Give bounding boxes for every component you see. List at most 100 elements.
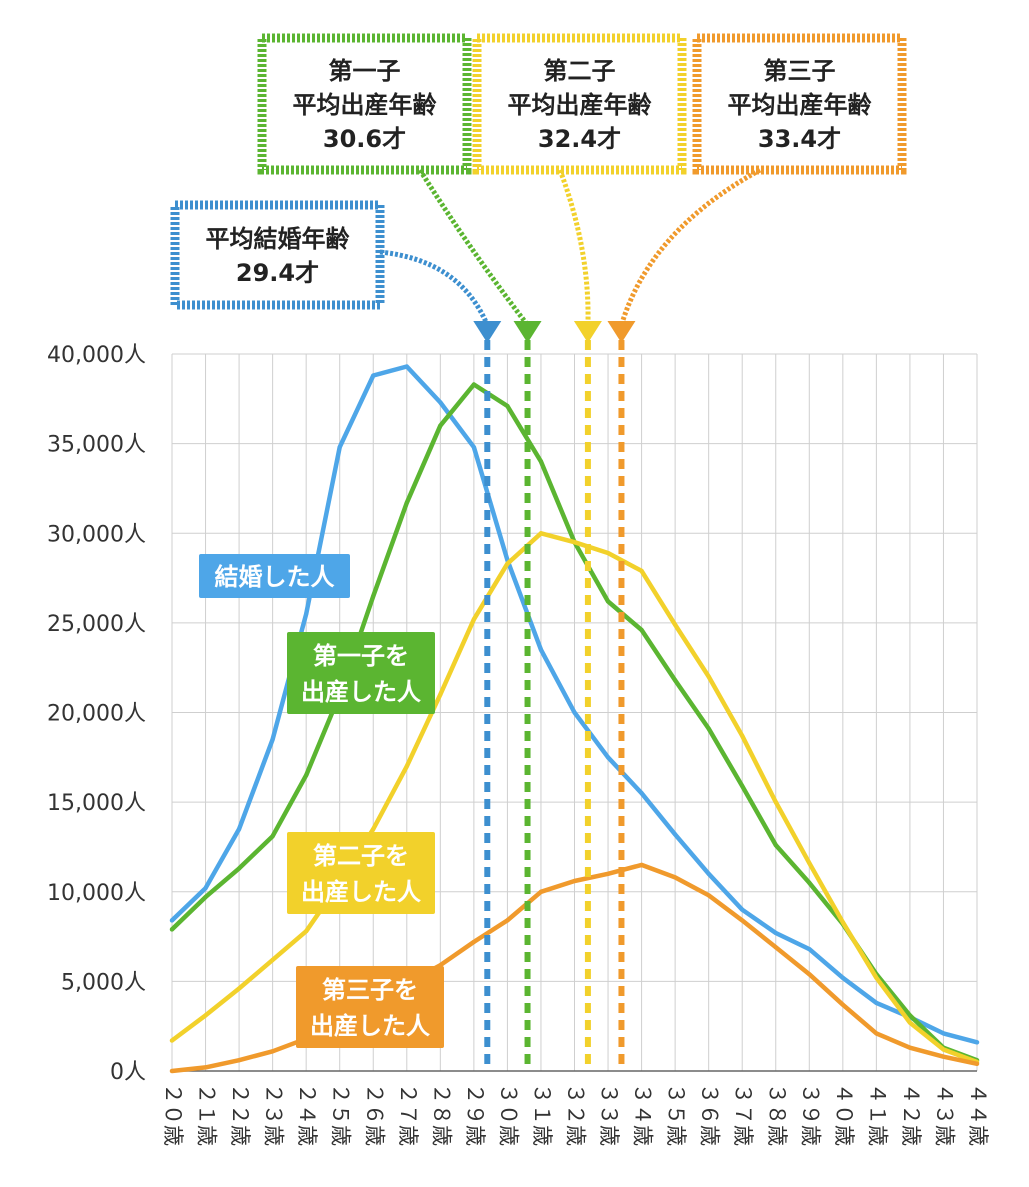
x-tick-label: ２８歳 <box>429 1083 453 1146</box>
series-point <box>807 972 812 977</box>
x-tick-label: ２６歳 <box>362 1083 386 1146</box>
series-point <box>203 895 208 900</box>
x-tick-label: ４３歳 <box>932 1083 956 1146</box>
x-tick-label: ２２歳 <box>228 1083 252 1146</box>
x-tick-label: ２５歳 <box>329 1083 353 1146</box>
series-point <box>639 568 644 573</box>
annotation-text: 33.4才 <box>758 125 841 153</box>
series-label-box <box>287 632 435 714</box>
series-point <box>673 622 678 627</box>
x-tick-label: ２９歳 <box>463 1083 487 1146</box>
series-point <box>706 674 711 679</box>
series-point <box>538 531 543 536</box>
series-point <box>807 880 812 885</box>
series-point <box>840 1002 845 1007</box>
series-point <box>840 975 845 980</box>
series-point <box>471 939 476 944</box>
series-point <box>807 861 812 866</box>
annotation-text: 平均出産年齢 <box>293 91 438 119</box>
series-point <box>773 945 778 950</box>
series-point <box>941 1031 946 1036</box>
series-point <box>673 832 678 837</box>
y-tick-label: 10,000人 <box>47 881 146 906</box>
series-label-text: 第二子を <box>313 842 409 870</box>
series-point <box>572 710 577 715</box>
annotation-box-0: 平均結婚年齢 29.4才 <box>170 200 502 343</box>
series-point <box>740 783 745 788</box>
annotation-border <box>257 33 472 175</box>
series-point <box>270 957 275 962</box>
x-tick-label: ３３歳 <box>597 1083 621 1146</box>
series-point <box>639 862 644 867</box>
series-point <box>673 678 678 683</box>
series-point <box>706 871 711 876</box>
x-tick-label: ２１歳 <box>195 1083 219 1146</box>
series-point <box>371 593 376 598</box>
annotation-text: 32.4才 <box>538 125 621 153</box>
annotation-arrow <box>379 249 490 326</box>
series-point <box>438 692 443 697</box>
x-tick-label: ３９歳 <box>798 1083 822 1146</box>
series-point <box>538 459 543 464</box>
x-tick-label: ３８歳 <box>765 1083 789 1146</box>
annotation-arrow <box>619 167 762 326</box>
series-point <box>673 875 678 880</box>
annotation-text: 29.4才 <box>236 259 319 287</box>
series-point <box>941 1047 946 1052</box>
series-point <box>203 886 208 891</box>
x-tick-label: ４０歳 <box>832 1083 856 1146</box>
series-point <box>270 834 275 839</box>
series-point <box>907 1020 912 1025</box>
series-point <box>471 382 476 387</box>
series-point <box>740 918 745 923</box>
series-point <box>404 764 409 769</box>
series-point <box>773 930 778 935</box>
x-tick-label: ２０歳 <box>161 1083 185 1146</box>
series-point <box>874 1031 879 1036</box>
series-label-text: 出産した人 <box>310 1012 430 1040</box>
series-points-0 <box>170 364 979 1045</box>
y-tick-label: 20,000人 <box>47 702 146 727</box>
series-point <box>606 599 611 604</box>
y-tick-label: 25,000人 <box>47 612 146 637</box>
annotation-text: 平均結婚年齢 <box>206 225 351 253</box>
series-point <box>606 871 611 876</box>
series-point <box>606 550 611 555</box>
annotation-arrow <box>557 169 591 326</box>
series-point <box>270 1049 275 1054</box>
series-label-text: 第三子を <box>322 976 418 1004</box>
series-point <box>304 773 309 778</box>
y-tick-label: 40,000人 <box>47 343 146 368</box>
series-point <box>304 611 309 616</box>
x-tick-label: ３１歳 <box>530 1083 554 1146</box>
series-point <box>840 920 845 925</box>
series-point <box>975 1061 979 1066</box>
series-point <box>740 733 745 738</box>
series-label-text: 結婚した人 <box>215 563 335 591</box>
annotation-text: 平均出産年齢 <box>728 91 873 119</box>
series-point <box>874 1000 879 1005</box>
series-point <box>706 726 711 731</box>
x-tick-label: ２３歳 <box>262 1083 286 1146</box>
series-point <box>203 1065 208 1070</box>
annotation-arrow <box>417 168 530 327</box>
series-point <box>237 986 242 991</box>
series-point <box>975 1040 979 1045</box>
annotation-text: 第三子 <box>764 57 836 85</box>
x-tick-label: ３５歳 <box>664 1083 688 1146</box>
annotation-border <box>170 200 385 310</box>
series-point <box>438 400 443 405</box>
annotation-border <box>472 33 687 175</box>
x-tick-label: ２４歳 <box>295 1083 319 1146</box>
series-point <box>471 445 476 450</box>
series-point <box>170 1038 174 1043</box>
series-point <box>237 866 242 871</box>
series-point <box>740 907 745 912</box>
x-tick-label: ３０歳 <box>496 1083 520 1146</box>
series-point <box>237 827 242 832</box>
